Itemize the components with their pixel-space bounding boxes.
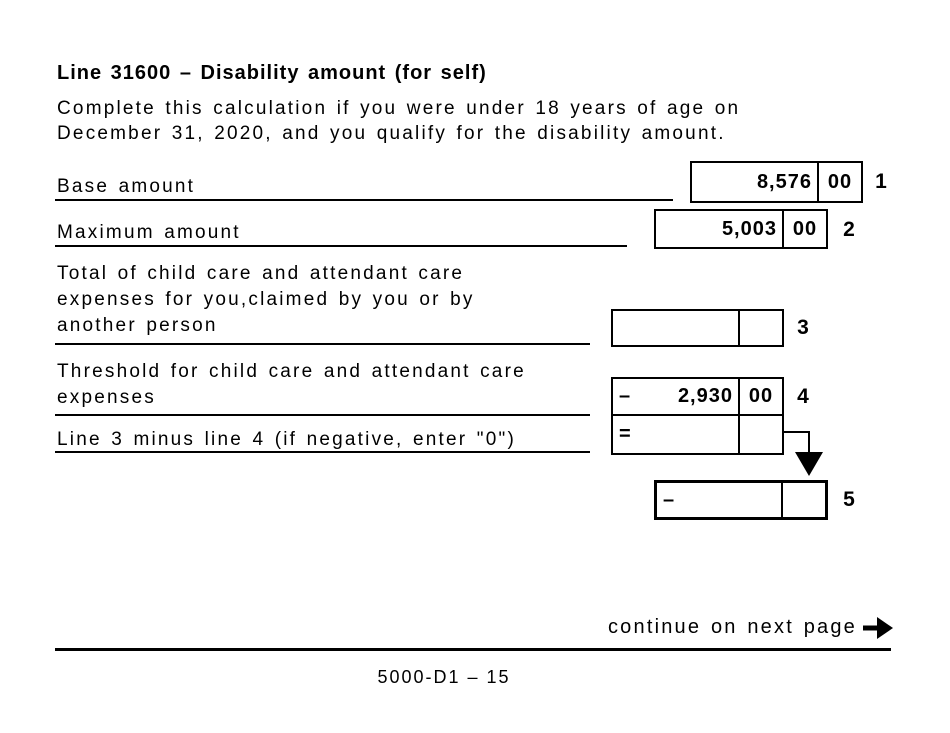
minus-sign: – xyxy=(663,488,676,511)
field-label-line3-minus-line4: Line 3 minus line 4 (if negative, enter … xyxy=(57,429,516,450)
flow-connector xyxy=(808,431,810,453)
page-footer: 5000-D1 – 15 xyxy=(377,667,511,687)
field-label-line: expenses xyxy=(57,387,156,408)
line-number: 4 xyxy=(797,385,809,408)
cents-cell[interactable] xyxy=(781,483,825,517)
dollars-cell: 8,576 xyxy=(692,163,817,201)
field-underline xyxy=(55,414,590,416)
dollars-value: 2,930 xyxy=(677,385,733,407)
continue-note: continue on next page xyxy=(393,616,893,639)
page-title: Line 31600 – Disability amount (for self… xyxy=(57,62,487,84)
minus-sign: – xyxy=(619,385,632,407)
line-number: 3 xyxy=(797,316,809,339)
amount-box-line-4: – 2,930 00 xyxy=(613,379,782,416)
amount-box-line-3 xyxy=(611,309,784,347)
dollars-value: 5,003 xyxy=(721,217,777,240)
field-underline xyxy=(55,343,590,345)
line-number: 2 xyxy=(843,218,855,241)
cents-value: 00 xyxy=(792,217,818,240)
field-underline xyxy=(55,451,590,453)
line-number: 5 xyxy=(843,488,855,511)
dollars-cell[interactable] xyxy=(613,311,738,345)
field-label-maximum-amount: Maximum amount xyxy=(57,222,241,243)
dollars-cell: – 2,930 xyxy=(613,379,738,414)
amount-box-line-5: – xyxy=(654,480,828,520)
amount-box-line-2: 5,003 00 xyxy=(654,209,828,249)
field-label-childcare-threshold: Threshold for child care and attendant c… xyxy=(57,359,526,411)
amount-box-line-4-and-result: – 2,930 00 = xyxy=(611,377,784,455)
down-arrow-icon xyxy=(795,452,823,476)
cents-value: 00 xyxy=(748,385,774,407)
cents-cell[interactable] xyxy=(738,416,782,453)
field-label-line: Total of child care and attendant care xyxy=(57,263,465,284)
cents-cell: 00 xyxy=(817,163,861,201)
field-label-line: Threshold for child care and attendant c… xyxy=(57,361,526,382)
right-arrow-icon xyxy=(863,616,893,639)
field-underline xyxy=(55,199,673,201)
field-underline xyxy=(55,245,627,247)
equals-sign: = xyxy=(619,423,632,445)
cents-cell: 00 xyxy=(782,211,826,247)
amount-box-line-1: 8,576 00 xyxy=(690,161,863,203)
field-label-childcare-total: Total of child care and attendant care e… xyxy=(57,261,475,339)
amount-box-result: = xyxy=(613,416,782,453)
dollars-value: 8,576 xyxy=(756,170,812,193)
cents-value: 00 xyxy=(827,170,853,193)
intro-line: December 31, 2020, and you qualify for t… xyxy=(57,123,726,144)
dollars-cell: 5,003 xyxy=(656,211,782,247)
continue-note-text: continue on next page xyxy=(607,616,857,638)
field-label-base-amount: Base amount xyxy=(57,176,196,197)
field-label-line: another person xyxy=(57,315,218,336)
dollars-cell[interactable]: – xyxy=(657,483,781,517)
line-number: 1 xyxy=(875,170,887,193)
cents-cell: 00 xyxy=(738,379,782,414)
intro-line: Complete this calculation if you were un… xyxy=(57,98,741,119)
flow-connector xyxy=(784,431,810,433)
footer-rule xyxy=(55,648,891,651)
cents-cell[interactable] xyxy=(738,311,782,345)
intro-text: Complete this calculation if you were un… xyxy=(57,96,740,146)
field-label-line: expenses for you,claimed by you or by xyxy=(57,289,475,310)
dollars-cell[interactable]: = xyxy=(613,416,738,453)
